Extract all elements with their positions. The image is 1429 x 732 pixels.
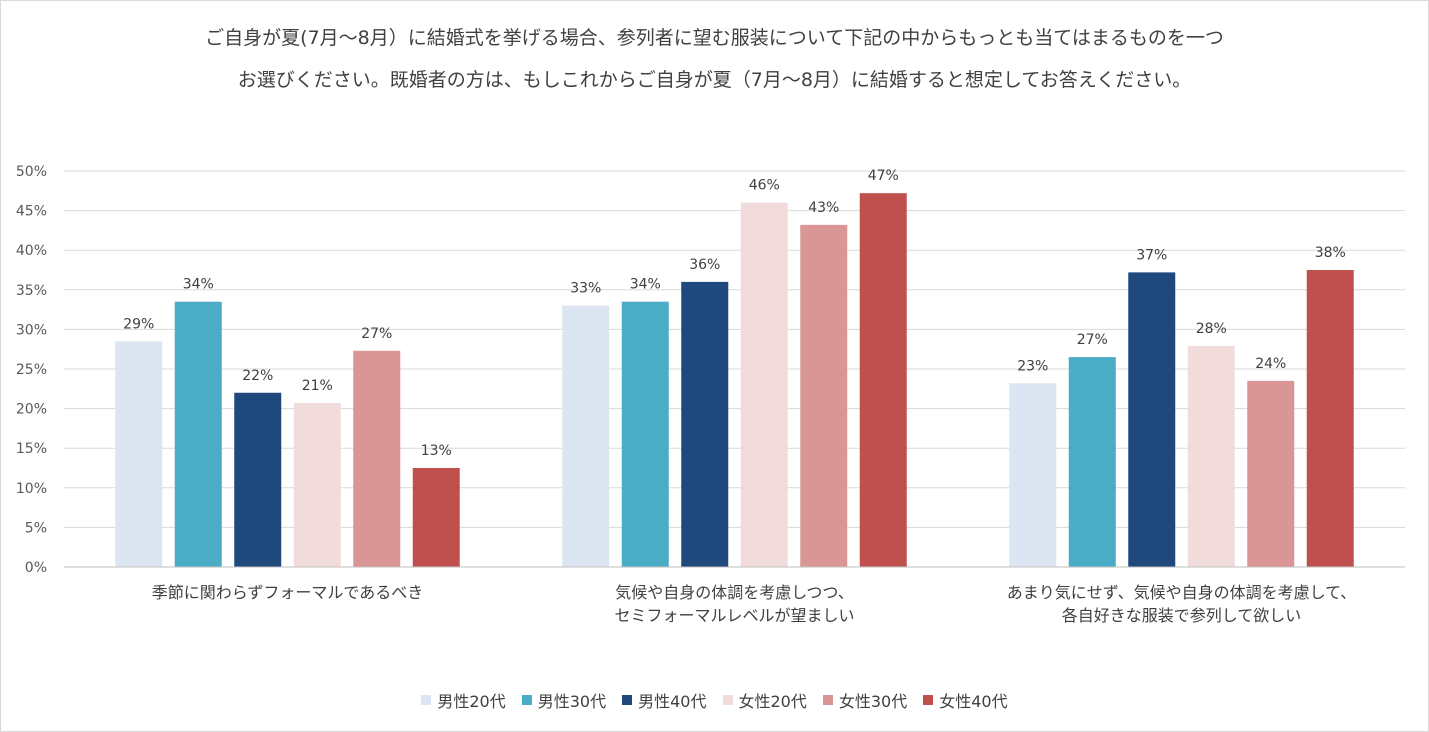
data-label: 28%	[1196, 321, 1227, 337]
legend-swatch	[622, 695, 633, 705]
data-label: 47%	[868, 168, 899, 184]
bar	[353, 350, 401, 567]
legend-swatch	[923, 695, 934, 705]
data-label: 23%	[1017, 358, 1048, 374]
legend-swatch	[822, 695, 833, 705]
y-tick-label: 5%	[25, 520, 47, 536]
legend-item: 男性30代	[521, 688, 607, 712]
bar	[1009, 383, 1057, 567]
data-label: 27%	[1077, 332, 1108, 348]
data-label: 34%	[183, 277, 214, 293]
bar	[1068, 357, 1116, 567]
bar	[740, 202, 788, 567]
legend-swatch	[421, 695, 432, 705]
legend-label: 女性20代	[738, 692, 807, 711]
y-tick-label: 45%	[16, 204, 47, 220]
legend-label: 男性20代	[437, 692, 506, 711]
data-label: 34%	[630, 277, 661, 293]
category-label: セミフォーマルレベルが望ましい	[614, 606, 854, 625]
legend-item: 男性20代	[421, 688, 506, 712]
data-label: 37%	[1136, 247, 1167, 263]
bar	[293, 403, 341, 567]
legend-label: 男性30代	[537, 692, 607, 711]
bar	[1128, 272, 1176, 567]
legend-item: 男性40代	[622, 688, 707, 712]
legend-swatch	[722, 695, 733, 705]
y-tick-label: 15%	[16, 441, 47, 457]
data-label: 13%	[421, 443, 452, 459]
y-tick-label: 30%	[16, 322, 47, 338]
legend-label: 女性30代	[838, 692, 908, 711]
legend-swatch	[521, 695, 532, 705]
data-label: 29%	[123, 316, 154, 332]
bar	[115, 341, 163, 567]
data-label: 27%	[361, 326, 392, 342]
bar	[1247, 380, 1295, 567]
y-tick-label: 20%	[16, 402, 47, 418]
bar	[800, 224, 848, 567]
bar	[681, 281, 729, 567]
legend: 男性20代 男性30代 男性40代 女性20代 女性30代 女性40代	[0, 688, 1429, 712]
bar	[234, 392, 282, 567]
bar	[562, 305, 610, 567]
y-tick-label: 40%	[16, 243, 47, 259]
y-tick-label: 25%	[16, 362, 47, 378]
bar	[1187, 346, 1235, 567]
legend-item: 女性30代	[822, 688, 908, 712]
data-label: 24%	[1255, 356, 1286, 372]
data-label: 33%	[570, 281, 601, 297]
legend-label: 男性40代	[638, 692, 707, 711]
chart-title-line-1: ご自身が夏(7月～8月）に結婚式を挙げる場合、参列者に望む服装について下記の中か…	[205, 27, 1224, 49]
y-tick-label: 50%	[16, 164, 47, 180]
category-label: あまり気にせず、気候や自身の体調を考慮して、	[1007, 583, 1357, 602]
bar	[412, 468, 460, 567]
y-tick-label: 0%	[25, 560, 47, 576]
data-label: 21%	[302, 378, 333, 394]
category-label: 気候や自身の体調を考慮しつつ、	[615, 583, 853, 602]
data-label: 43%	[808, 200, 839, 216]
data-label: 22%	[242, 368, 273, 384]
data-label: 46%	[749, 178, 780, 194]
y-tick-label: 35%	[16, 283, 47, 299]
data-label: 36%	[689, 257, 720, 273]
data-label: 38%	[1315, 245, 1346, 261]
category-label: 季節に関わらずフォーマルであるべき	[152, 583, 424, 602]
bar	[859, 193, 907, 567]
bar	[174, 301, 222, 567]
legend-item: 女性20代	[722, 688, 807, 712]
category-label: 各自好きな服装で参列して欲しい	[1062, 606, 1302, 625]
chart-title-line-2: お選びください。既婚者の方は、もしこれからご自身が夏（7月～8月）に結婚すると想…	[237, 69, 1192, 91]
bar	[1306, 270, 1354, 567]
legend-label: 女性40代	[939, 692, 1008, 711]
legend-item: 女性40代	[923, 688, 1008, 712]
y-tick-label: 10%	[16, 481, 47, 497]
bar	[621, 301, 669, 567]
